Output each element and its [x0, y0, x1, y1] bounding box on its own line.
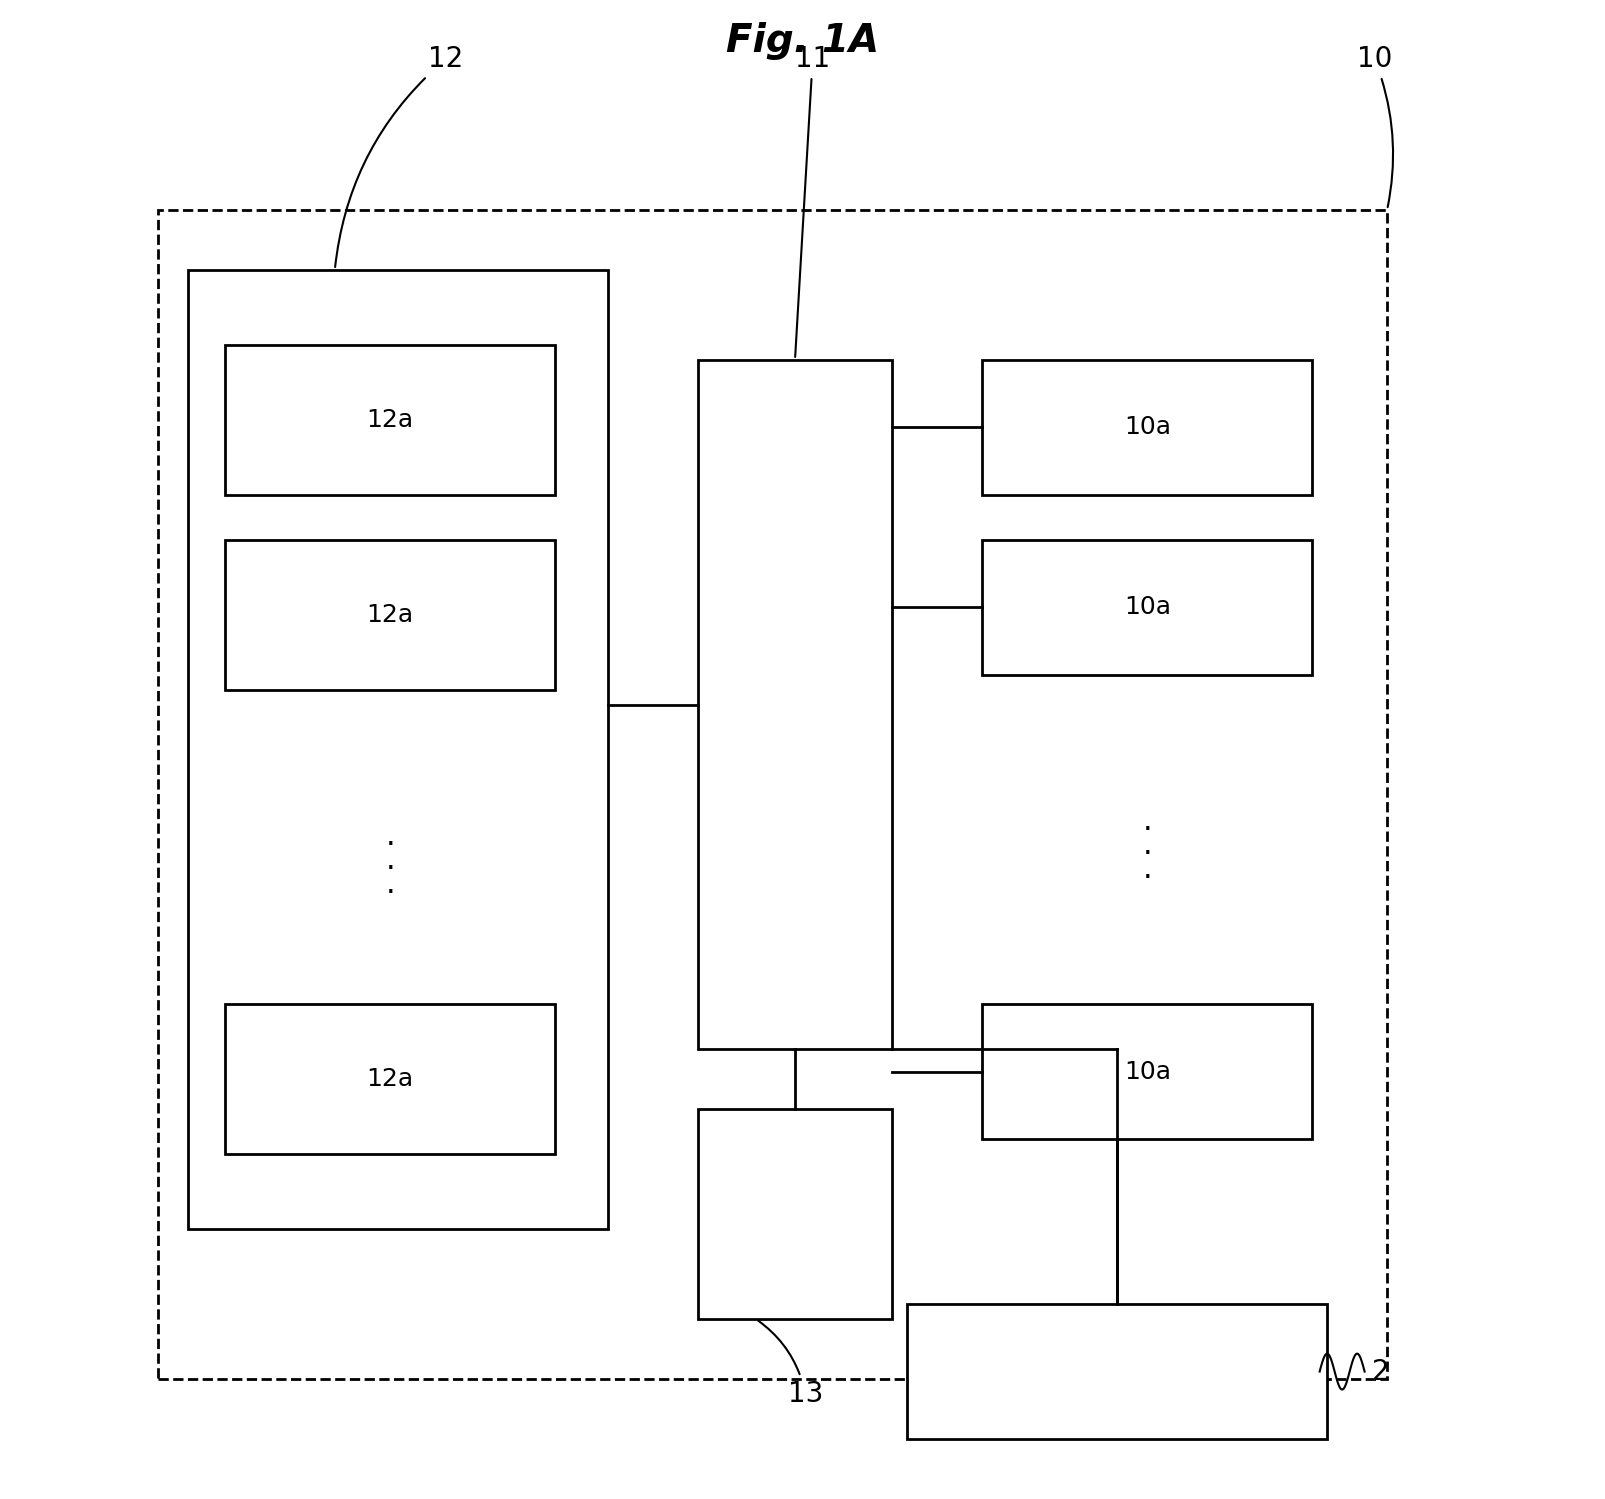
Text: 12a: 12a — [366, 408, 414, 432]
FancyBboxPatch shape — [225, 345, 555, 495]
FancyBboxPatch shape — [225, 1004, 555, 1154]
FancyBboxPatch shape — [982, 360, 1313, 495]
Text: 2: 2 — [1372, 1358, 1390, 1385]
Text: 10a: 10a — [1124, 1060, 1170, 1084]
FancyBboxPatch shape — [982, 540, 1313, 675]
Bar — [157, 210, 1387, 1379]
FancyBboxPatch shape — [188, 270, 608, 1229]
Text: 10a: 10a — [1124, 595, 1170, 619]
Text: 12: 12 — [335, 45, 462, 267]
Text: ·
·
·: · · · — [385, 830, 395, 908]
Text: 10a: 10a — [1124, 415, 1170, 439]
FancyBboxPatch shape — [982, 1004, 1313, 1139]
Text: 10: 10 — [1358, 45, 1393, 207]
FancyBboxPatch shape — [907, 1304, 1327, 1439]
Text: 12a: 12a — [366, 1067, 414, 1091]
Text: Fig. 1A: Fig. 1A — [725, 22, 880, 60]
Text: 13: 13 — [758, 1321, 823, 1408]
Text: ·
·
·: · · · — [1143, 815, 1152, 893]
FancyBboxPatch shape — [698, 360, 892, 1049]
Text: 11: 11 — [794, 45, 830, 357]
Text: 12a: 12a — [366, 603, 414, 627]
FancyBboxPatch shape — [225, 540, 555, 690]
FancyBboxPatch shape — [698, 1109, 892, 1319]
